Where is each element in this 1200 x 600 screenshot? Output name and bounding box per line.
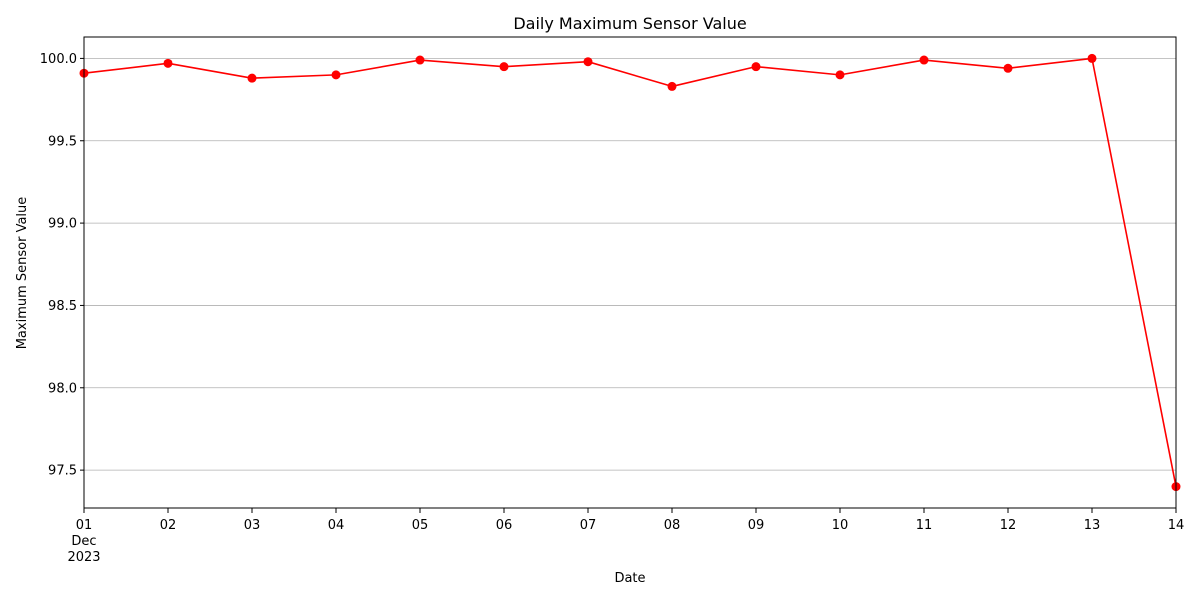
data-point — [1087, 53, 1097, 63]
plot-frame — [83, 36, 1177, 509]
y-tick-label: 99.5 — [48, 134, 77, 149]
data-point — [919, 55, 929, 65]
x-tick-label: 01 — [76, 518, 93, 533]
data-point — [331, 70, 341, 80]
x-secondary-label: Dec — [71, 534, 96, 549]
data-point — [1003, 63, 1013, 73]
x-tick-label: 03 — [244, 518, 261, 533]
x-tick-label: 08 — [664, 518, 681, 533]
x-tick-label: 14 — [1168, 518, 1185, 533]
data-point — [835, 70, 845, 80]
x-tick-label: 05 — [412, 518, 429, 533]
y-tick-label: 97.5 — [48, 464, 77, 479]
x-tick-label: 09 — [748, 518, 765, 533]
x-tick-label: 12 — [1000, 518, 1017, 533]
data-point — [583, 57, 593, 67]
y-tick-label: 98.0 — [48, 381, 77, 396]
x-axis-label: Date — [614, 571, 645, 586]
grid-lines — [84, 58, 1176, 471]
data-point — [751, 62, 761, 72]
x-tick-label: 13 — [1084, 518, 1101, 533]
x-tick-label: 06 — [496, 518, 513, 533]
x-tick-label: 02 — [160, 518, 177, 533]
series-layer — [79, 53, 1181, 492]
data-point — [499, 62, 509, 72]
data-point — [163, 58, 173, 68]
data-point — [415, 55, 425, 65]
y-tick-label: 98.5 — [48, 299, 77, 314]
y-tick-label: 99.0 — [48, 217, 77, 232]
data-point — [247, 73, 257, 83]
x-tick-label: 11 — [916, 518, 933, 533]
x-tick-label: 04 — [328, 518, 345, 533]
y-axis: 97.5 98.0 98.5 99.0 99.5 100.0 — [40, 52, 84, 479]
x-secondary-label: 2023 — [67, 550, 100, 565]
x-tick-label: 10 — [832, 518, 849, 533]
y-axis-label: Maximum Sensor Value — [15, 197, 30, 350]
data-point — [667, 81, 677, 91]
chart-title: Daily Maximum Sensor Value — [513, 14, 746, 33]
series-line — [83, 57, 1177, 487]
y-tick-label: 100.0 — [40, 52, 77, 67]
x-tick-label: 07 — [580, 518, 597, 533]
